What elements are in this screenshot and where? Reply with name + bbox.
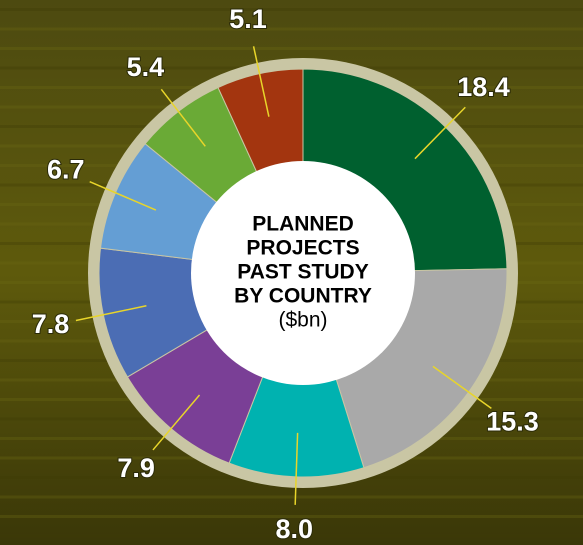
value-label: 5.4 [127, 52, 165, 82]
leader-line [252, 46, 270, 117]
leader-line [432, 365, 492, 410]
value-label: 18.4 [457, 72, 510, 102]
leader-line [152, 394, 201, 451]
value-label: 7.8 [32, 309, 70, 339]
leader-line [89, 181, 157, 211]
streak [0, 27, 583, 31]
streak [0, 534, 583, 538]
value-label: 15.3 [486, 407, 539, 437]
center-disc [191, 161, 415, 385]
value-label: 6.7 [47, 155, 85, 185]
title-line: PAST STUDY [237, 261, 368, 284]
value-label: 7.9 [117, 453, 155, 483]
leader-line [160, 88, 206, 147]
leader-line [414, 106, 466, 160]
leader-line [294, 432, 299, 505]
streak [0, 47, 583, 50]
labels: 18.4 15.3 8.0 7.9 7.8 6.7 5.4 5.1 PLANNEDPROJECT… [31, 3, 540, 545]
value-label: 5.1 [229, 4, 267, 34]
leader-line [75, 305, 147, 322]
title-line: BY COUNTRY [234, 285, 372, 308]
title-line: PROJECTS [246, 237, 359, 260]
title-line: PLANNED [252, 213, 354, 236]
value-label: 8.0 [276, 514, 314, 544]
streak [0, 8, 583, 11]
streak [0, 515, 583, 518]
streak [0, 495, 583, 499]
subtitle: ($bn) [278, 309, 327, 332]
